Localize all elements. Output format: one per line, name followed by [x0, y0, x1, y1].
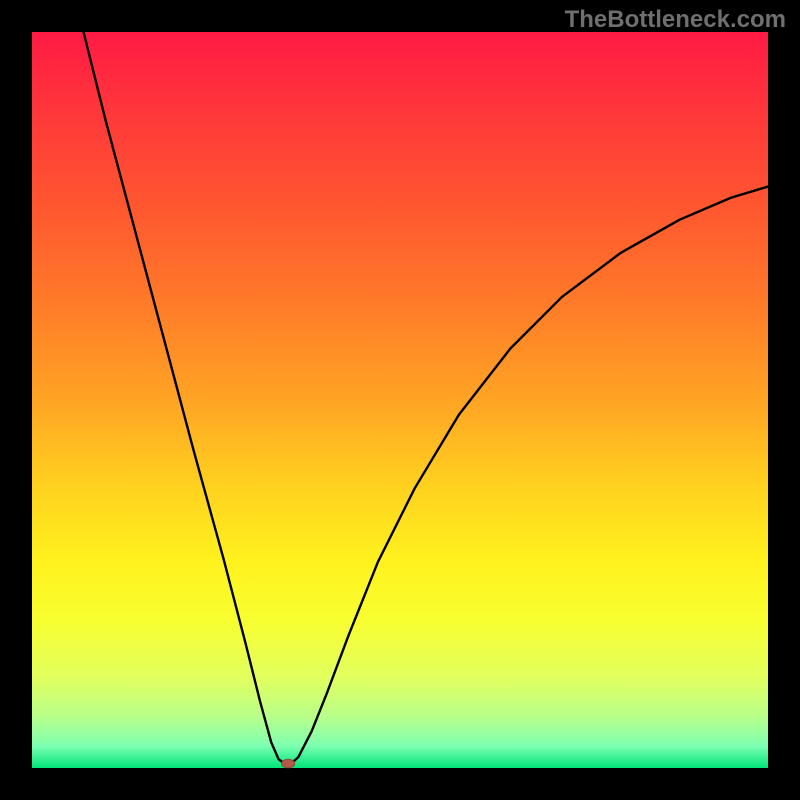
optimal-marker	[282, 759, 295, 768]
watermark-text: TheBottleneck.com	[565, 6, 786, 34]
bottleneck-chart	[0, 0, 800, 800]
plot-area-background	[32, 32, 768, 768]
chart-container: TheBottleneck.com	[0, 0, 800, 800]
